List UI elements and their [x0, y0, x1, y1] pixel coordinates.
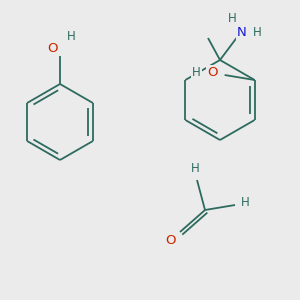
- Text: H: H: [192, 67, 201, 80]
- Text: H: H: [253, 26, 261, 38]
- Text: N: N: [237, 26, 247, 38]
- Text: O: O: [207, 67, 218, 80]
- Text: H: H: [190, 161, 200, 175]
- Text: O: O: [165, 233, 175, 247]
- Text: O: O: [48, 41, 58, 55]
- Text: H: H: [228, 11, 236, 25]
- Text: H: H: [241, 196, 249, 209]
- Text: H: H: [67, 29, 75, 43]
